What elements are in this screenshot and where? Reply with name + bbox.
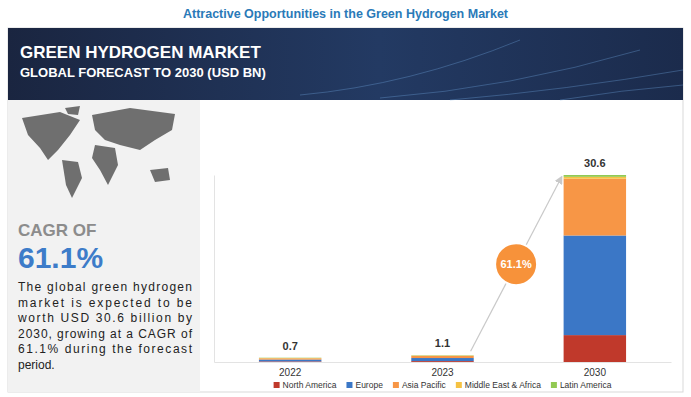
legend-item: Middle East & Africa <box>456 380 541 390</box>
legend-label: North America <box>283 380 337 390</box>
x-tick-label: 2022 <box>279 367 302 378</box>
bar-segment <box>564 179 626 236</box>
y-axis <box>214 176 215 363</box>
bar-segment <box>259 357 321 358</box>
chart-container: Attractive Opportunities in the Green Hy… <box>0 0 691 397</box>
bar-segment <box>564 335 626 362</box>
bar-segment <box>411 355 473 356</box>
legend-swatch <box>274 382 280 388</box>
x-tick: 2030 <box>584 362 607 378</box>
bar-segment <box>564 236 626 336</box>
description-line: worth USD 30.6 billion by <box>17 311 192 325</box>
x-tick-label: 2023 <box>431 367 454 378</box>
chart-svg: Attractive Opportunities in the Green Hy… <box>0 0 691 397</box>
left-panel <box>8 100 200 392</box>
page-title: Attractive Opportunities in the Green Hy… <box>183 7 509 21</box>
legend-label: Middle East & Africa <box>465 380 541 390</box>
x-tick-label: 2030 <box>584 367 607 378</box>
world-map-shape <box>62 160 82 198</box>
description-line: market is expected to be <box>18 296 192 310</box>
bar-segment <box>411 356 473 358</box>
bar-segment <box>411 358 473 361</box>
world-map-shape <box>150 168 170 182</box>
x-tick: 2022 <box>279 362 302 378</box>
world-map-shape <box>92 145 118 185</box>
bar-segment <box>564 175 626 177</box>
banner <box>8 28 683 100</box>
y-axis-line <box>214 176 215 363</box>
bar-segment <box>259 358 321 359</box>
description-line: 2030, growing at a CAGR of <box>18 327 193 341</box>
growth-arrow <box>471 177 562 351</box>
total-label: 0.7 <box>283 340 298 352</box>
x-axis: 2022 2023 2030 <box>215 362 672 378</box>
legend-label: Asia Pacific <box>402 380 447 390</box>
legend-swatch <box>393 382 399 388</box>
legend-item: Asia Pacific <box>393 380 447 390</box>
description-line: 61.1% during the forecast <box>18 342 193 356</box>
bar-segment <box>564 177 626 179</box>
bar-segment <box>259 358 321 359</box>
banner-streak <box>450 70 683 100</box>
legend-swatch <box>551 382 557 388</box>
banner-streak <box>560 85 683 100</box>
description-line: period. <box>18 358 55 372</box>
bar-segment <box>411 355 473 356</box>
total-label: 30.6 <box>584 157 605 169</box>
description-line: The global green hydrogen <box>18 280 192 294</box>
cagr-badge-label: 61.1% <box>501 258 532 270</box>
cagr-heading: CAGR OF <box>18 221 96 240</box>
cagr-value: 61.1% <box>18 241 103 274</box>
world-map-shape <box>22 112 80 160</box>
legend: North America Europe Asia Pacific Middle Ea… <box>274 380 612 390</box>
legend-item: North America <box>274 380 337 390</box>
legend-item: Europe <box>346 380 383 390</box>
legend-swatch <box>346 382 352 388</box>
x-axis-line <box>215 362 672 363</box>
world-map-shape <box>92 108 175 150</box>
banner-streak <box>380 50 640 98</box>
x-tick: 2023 <box>431 362 454 378</box>
legend-label: Europe <box>355 380 383 390</box>
world-map-shape <box>65 106 80 115</box>
legend-swatch <box>456 382 462 388</box>
bar-segment <box>259 360 321 362</box>
banner-streak <box>300 40 520 95</box>
frame <box>8 28 683 392</box>
legend-item: Latin America <box>551 380 612 390</box>
legend-label: Latin America <box>560 380 612 390</box>
bars <box>259 175 626 362</box>
chart-title: GREEN HYDROGEN MARKET <box>20 43 261 62</box>
cagr-badge <box>495 243 537 285</box>
chart-subtitle: GLOBAL FORECAST TO 2030 (USD BN) <box>20 65 266 80</box>
total-label: 1.1 <box>435 337 450 349</box>
